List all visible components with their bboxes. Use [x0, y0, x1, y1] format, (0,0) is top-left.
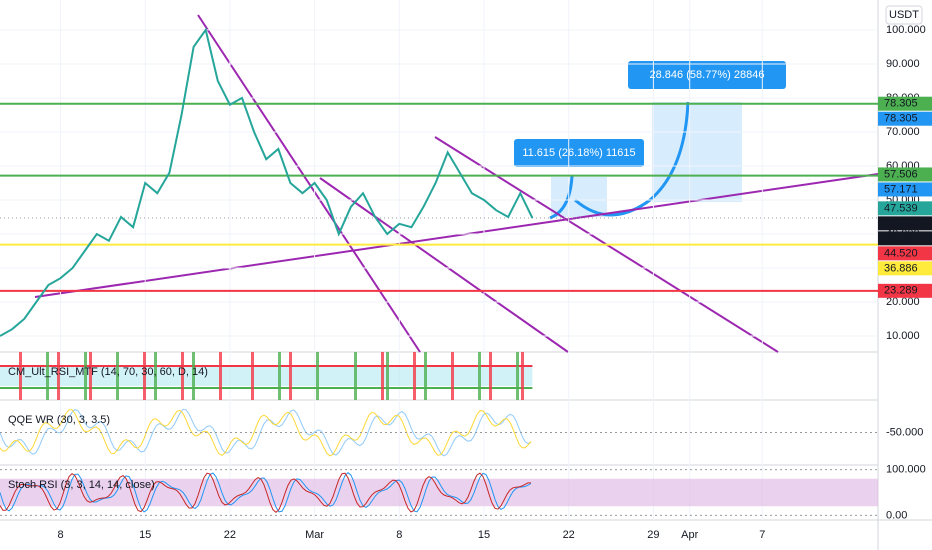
x-tick-label: 8 [396, 529, 402, 541]
rsi-bar [19, 352, 22, 400]
price-label: 57.506 [884, 168, 918, 180]
x-tick-label: Mar [305, 529, 324, 541]
oscillator [0, 409, 532, 457]
projection-label: 28.846 (58.77%) 28846 [628, 61, 786, 89]
x-tick-label: 22 [224, 529, 236, 541]
oscillator [0, 472, 532, 513]
rsi-bar [386, 352, 389, 400]
rsi-bar [46, 352, 49, 400]
projection-arrow [549, 175, 574, 220]
price-label-bg [878, 246, 932, 261]
indicator-title: Stoch RSI (3, 3, 14, 14, close) [8, 479, 155, 491]
projection-text: 11.615 (26.18%) 11615 [522, 147, 635, 159]
price-label-bg [878, 111, 932, 126]
y-tick-label: -50.000 [886, 426, 923, 438]
trend-line [197, 14, 421, 353]
rsi-bar [219, 352, 222, 400]
label-bg [628, 61, 786, 89]
x-tick-label: 29 [647, 529, 659, 541]
y-tick-label: 20.000 [886, 296, 920, 308]
price-label-bg [878, 231, 932, 246]
rsi-bar [381, 352, 384, 400]
rsi-bar [154, 352, 157, 400]
rsi-bar [516, 352, 519, 400]
currency-box [885, 5, 923, 25]
price-label-bg [878, 96, 932, 111]
price-label: 47.539 [884, 202, 918, 214]
rsi-bar [116, 352, 119, 400]
price-label: 44.520 [884, 247, 918, 259]
rsi-band [0, 366, 533, 386]
rsi-bar [316, 352, 319, 400]
price-label: 78.305 [884, 98, 918, 110]
price-label-bg [878, 261, 932, 276]
price-label: 23.289 [884, 285, 918, 297]
currency: USDT [889, 9, 919, 21]
price-label-bg [878, 182, 932, 197]
price-label-bg [878, 201, 932, 216]
trend-line [34, 173, 879, 298]
price-label-bg [878, 167, 932, 182]
rsi-bar [143, 352, 146, 400]
price-label: 57.171 [884, 183, 918, 195]
y-tick-label: 100.000 [886, 24, 926, 36]
x-tick-label: 15 [478, 529, 490, 541]
indicator-title: CM_Ult_RSI_MTF (14, 70, 30, 60, D, 14) [8, 366, 208, 378]
price-label-bg [878, 216, 932, 231]
rsi-bar [181, 352, 184, 400]
x-tick-label: Apr [681, 529, 698, 541]
y-tick-label: 70.000 [886, 126, 920, 138]
price-label: 78.305 [884, 113, 918, 125]
y-tick-label: 90.000 [886, 58, 920, 70]
price-label: 01:25 [884, 232, 912, 244]
price-label: 44.704 [884, 217, 918, 229]
price-label-bg [878, 283, 932, 298]
oscillator [0, 472, 531, 513]
rsi-bar [424, 352, 427, 400]
rsi-bar [192, 352, 195, 400]
projection-box [652, 102, 742, 202]
rsi-bar [278, 352, 281, 400]
rsi-bar [451, 352, 454, 400]
label-bg [514, 139, 644, 167]
x-tick-label: 15 [139, 529, 151, 541]
rsi-bar [84, 352, 87, 400]
y-tick-label: 100.000 [886, 463, 926, 475]
x-tick-label: 7 [759, 529, 765, 541]
rsi-bar [521, 352, 524, 400]
x-tick-label: 8 [57, 529, 63, 541]
rsi-bar [251, 352, 254, 400]
trend-line [319, 177, 569, 353]
price-label: 36.886 [884, 262, 918, 274]
y-tick-label: 0.00 [886, 509, 907, 521]
x-tick-label: 22 [563, 529, 575, 541]
y-tick-label: 10.000 [886, 330, 920, 342]
rsi-bar [489, 352, 492, 400]
rsi-bar [413, 352, 416, 400]
rsi-bar [89, 352, 92, 400]
projection-text: 28.846 (58.77%) 28846 [650, 69, 765, 81]
rsi-bar [289, 352, 292, 400]
rsi-bar [57, 352, 60, 400]
projection-label: 11.615 (26.18%) 11615 [514, 139, 644, 167]
rsi-bar [354, 352, 357, 400]
oscillator [0, 408, 532, 457]
indicator-title: QQE WR (30, 3, 3.5) [8, 414, 110, 426]
rsi-bar [478, 352, 481, 400]
price-line [0, 27, 534, 337]
